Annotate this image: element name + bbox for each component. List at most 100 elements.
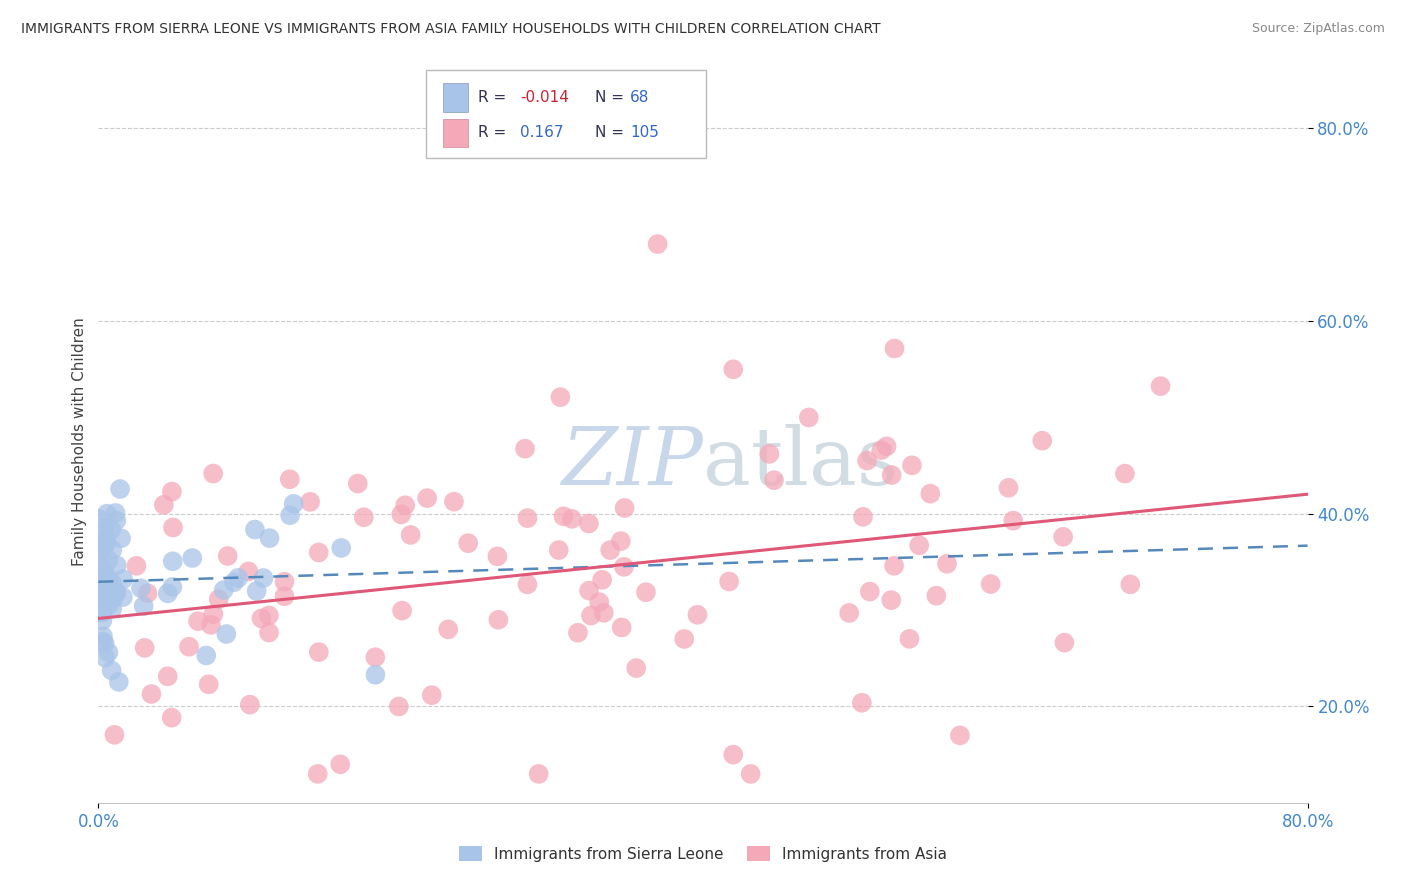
Point <box>100 664 122 678</box>
Point <box>96 507 118 521</box>
Point <box>763 473 786 487</box>
Text: N =: N = <box>595 126 628 140</box>
Point <box>200 618 222 632</box>
Point <box>156 669 179 683</box>
Point <box>94 569 117 583</box>
Point <box>181 551 204 566</box>
Point <box>89 512 111 526</box>
Point <box>91 606 114 620</box>
Point <box>98 598 121 612</box>
Point <box>898 632 921 646</box>
Point <box>125 558 148 573</box>
Point <box>90 605 112 619</box>
Point <box>100 523 122 537</box>
Point <box>97 573 120 587</box>
Point <box>215 627 238 641</box>
Point <box>859 584 882 599</box>
Point <box>883 558 905 573</box>
Text: atlas: atlas <box>703 425 898 502</box>
Point <box>389 508 412 522</box>
Point <box>136 586 159 600</box>
Point <box>486 613 509 627</box>
Point <box>278 472 301 486</box>
Point <box>246 584 269 599</box>
Point <box>880 593 903 607</box>
Point <box>1149 379 1171 393</box>
Point <box>883 342 905 356</box>
Point <box>1119 577 1142 591</box>
Text: 0.167: 0.167 <box>520 126 564 140</box>
Point <box>579 608 602 623</box>
Point <box>527 767 550 781</box>
Text: -0.014: -0.014 <box>520 90 569 104</box>
Point <box>353 510 375 524</box>
Point <box>94 566 117 581</box>
Point <box>330 541 353 555</box>
Point <box>513 442 536 456</box>
Point <box>1114 467 1136 481</box>
Point <box>89 549 111 563</box>
Point <box>610 620 633 634</box>
Point <box>420 688 443 702</box>
Point <box>613 559 636 574</box>
Point <box>197 677 219 691</box>
Point <box>162 580 184 594</box>
Point <box>110 531 132 545</box>
Point <box>101 577 124 591</box>
Text: 105: 105 <box>630 126 659 140</box>
Point <box>880 468 903 483</box>
Point <box>141 687 163 701</box>
Point <box>108 674 131 689</box>
Point <box>870 443 893 458</box>
Point <box>486 549 509 564</box>
Point <box>1002 514 1025 528</box>
Text: R =: R = <box>478 90 512 104</box>
Point <box>195 648 218 663</box>
Point <box>740 767 762 781</box>
Point <box>299 495 322 509</box>
Point <box>239 698 262 712</box>
Point <box>592 606 614 620</box>
Point <box>838 606 860 620</box>
Text: Source: ZipAtlas.com: Source: ZipAtlas.com <box>1251 22 1385 36</box>
Text: ZIP: ZIP <box>561 425 703 502</box>
Point <box>308 545 330 559</box>
Point <box>93 520 115 534</box>
Point <box>1052 530 1074 544</box>
Point <box>259 531 281 545</box>
Point <box>208 592 231 607</box>
Point <box>89 583 111 598</box>
Point <box>516 511 538 525</box>
Point <box>443 494 465 508</box>
Point <box>257 608 280 623</box>
Point <box>250 611 273 625</box>
Point <box>273 589 295 603</box>
Point <box>610 534 633 549</box>
Text: IMMIGRANTS FROM SIERRA LEONE VS IMMIGRANTS FROM ASIA FAMILY HOUSEHOLDS WITH CHIL: IMMIGRANTS FROM SIERRA LEONE VS IMMIGRAN… <box>21 22 880 37</box>
Point <box>90 565 112 579</box>
Point <box>561 512 583 526</box>
Point <box>93 524 115 539</box>
Point <box>96 586 118 600</box>
Text: R =: R = <box>478 126 512 140</box>
Point <box>238 565 260 579</box>
Point <box>105 514 128 528</box>
Point <box>908 538 931 552</box>
Point <box>252 571 274 585</box>
Point <box>391 603 413 617</box>
Point <box>364 667 387 681</box>
Point <box>89 559 111 574</box>
Point <box>187 614 209 628</box>
Point <box>723 362 745 376</box>
Point <box>925 589 948 603</box>
Point <box>647 237 669 252</box>
Point <box>901 458 924 473</box>
Point <box>364 650 387 665</box>
Point <box>112 572 135 586</box>
Point <box>156 586 179 600</box>
Point <box>718 574 741 589</box>
Point <box>876 439 898 453</box>
Point <box>103 591 125 605</box>
Point <box>162 520 184 534</box>
Point <box>457 536 479 550</box>
